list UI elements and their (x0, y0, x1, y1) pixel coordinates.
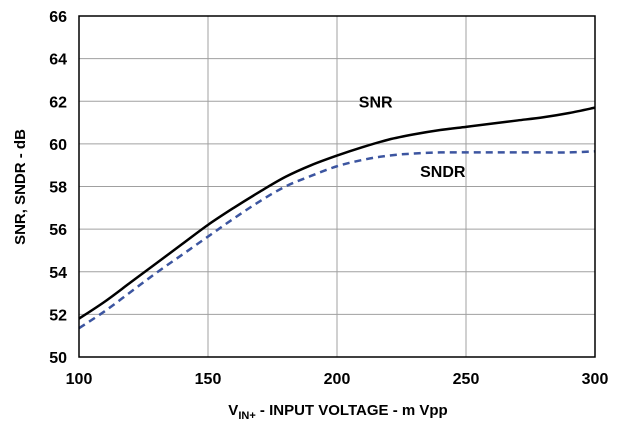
x-tick-label: 100 (66, 371, 93, 388)
x-tick-label: 200 (324, 371, 351, 388)
series-line-sndr (78, 150, 596, 330)
y-tick-labels: 50 52 54 56 58 60 62 64 66 (49, 9, 67, 367)
y-tick-label: 64 (49, 52, 67, 69)
x-axis-title-prefix: V (228, 402, 238, 419)
series-line-snr (78, 106, 596, 320)
series-layer (78, 106, 596, 330)
series-label-sndr: SNDR (420, 164, 466, 181)
y-tick-label: 52 (49, 307, 67, 324)
y-tick-label: 56 (49, 222, 67, 239)
y-tick-label: 50 (49, 350, 67, 367)
x-tick-labels: 100 150 200 250 300 (66, 371, 609, 388)
y-tick-label: 66 (49, 9, 67, 26)
x-tick-label: 250 (453, 371, 480, 388)
plot-frame (78, 15, 596, 358)
x-axis-title: VIN+ - INPUT VOLTAGE - m Vpp (228, 402, 447, 422)
x-axis-title-subscript: IN+ (238, 410, 255, 422)
y-tick-label: 62 (49, 94, 67, 111)
y-tick-label: 58 (49, 180, 67, 197)
y-tick-label: 54 (49, 265, 67, 282)
x-tick-label: 150 (195, 371, 222, 388)
x-axis-title-suffix: - INPUT VOLTAGE - m Vpp (256, 402, 448, 419)
x-tick-label: 300 (582, 371, 609, 388)
annotations: SNR SNDR (359, 95, 466, 181)
grid (78, 15, 596, 358)
y-axis-title: SNR, SNDR - dB (12, 129, 29, 245)
y-tick-label: 60 (49, 137, 67, 154)
series-label-snr: SNR (359, 95, 393, 112)
